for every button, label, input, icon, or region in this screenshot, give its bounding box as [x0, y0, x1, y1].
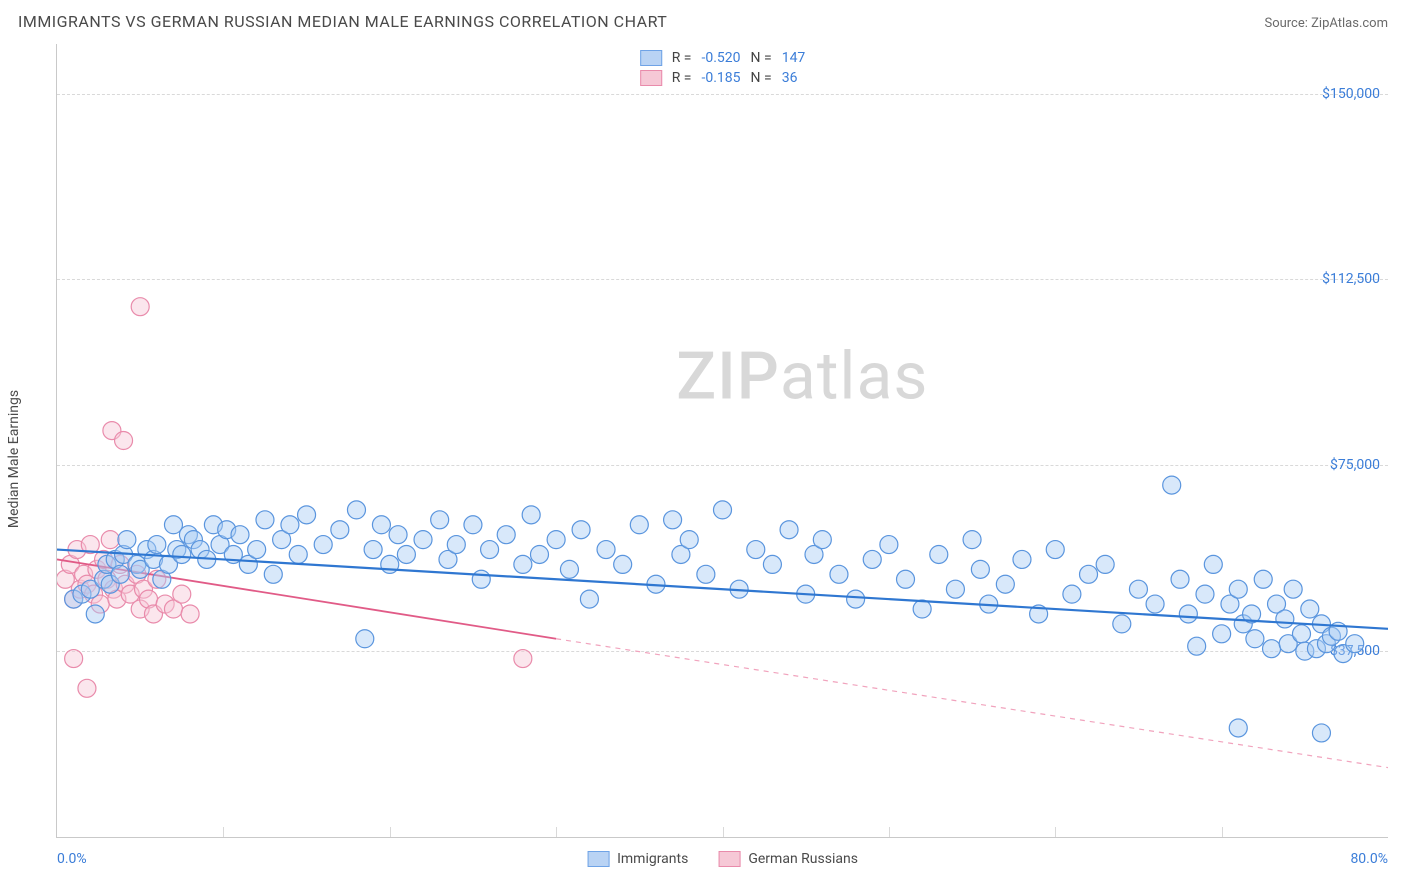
n-value: 147: [782, 50, 806, 66]
r-label: R =: [672, 70, 692, 86]
swatch-icon: [718, 851, 740, 867]
n-label: N =: [751, 70, 772, 86]
plot-region: ZIPatlas R = -0.520 N = 147 R = -0.185 N…: [56, 44, 1388, 838]
swatch-icon: [587, 851, 609, 867]
n-label: N =: [751, 50, 772, 66]
legend-item: Immigrants: [587, 851, 688, 867]
x-axis-max-label: 80.0%: [1350, 851, 1388, 867]
source-label: Source: ZipAtlas.com: [1264, 16, 1388, 31]
legend-item: German Russians: [718, 851, 858, 867]
legend-label: Immigrants: [617, 851, 688, 867]
swatch-icon: [640, 70, 662, 86]
x-axis-min-label: 0.0%: [57, 851, 87, 867]
swatch-icon: [640, 50, 662, 66]
legend-series: Immigrants German Russians: [587, 851, 858, 867]
r-value: -0.185: [701, 70, 740, 86]
legend-row: R = -0.520 N = 147: [640, 48, 806, 68]
chart-area: Median Male Earnings ZIPatlas R = -0.520…: [18, 44, 1388, 874]
y-axis-label: Median Male Earnings: [6, 390, 22, 528]
legend-correlation: R = -0.520 N = 147 R = -0.185 N = 36: [640, 48, 806, 88]
r-label: R =: [672, 50, 692, 66]
chart-title: IMMIGRANTS VS GERMAN RUSSIAN MEDIAN MALE…: [18, 12, 667, 31]
n-value: 36: [782, 70, 798, 86]
legend-row: R = -0.185 N = 36: [640, 68, 806, 88]
legend-label: German Russians: [748, 851, 858, 867]
chart-svg: [57, 44, 1388, 837]
r-value: -0.520: [701, 50, 740, 66]
